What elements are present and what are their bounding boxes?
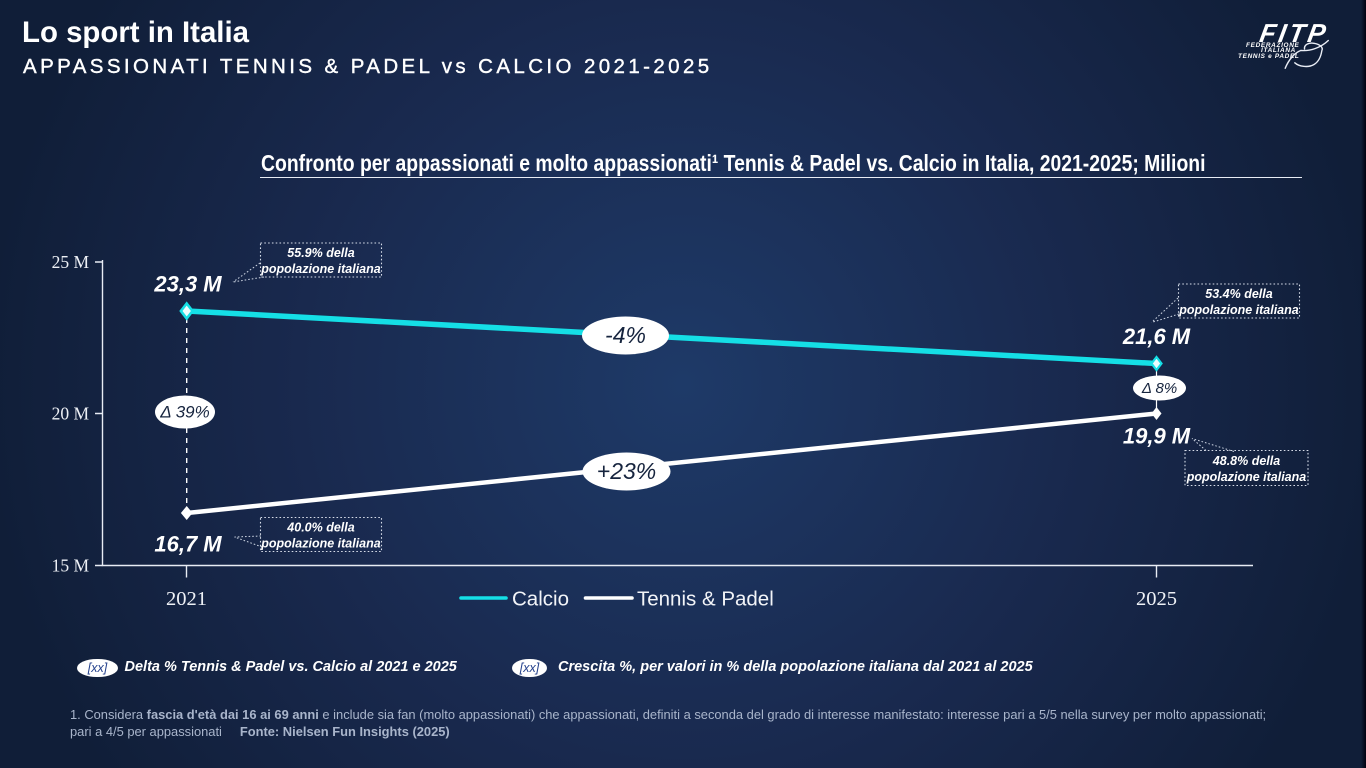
svg-text:20 M: 20 M bbox=[52, 404, 90, 424]
svg-text:-4%: -4% bbox=[605, 322, 646, 348]
svg-text:popolazione italiana: popolazione italiana bbox=[1186, 470, 1307, 484]
svg-text:Δ 39%: Δ 39% bbox=[159, 403, 210, 422]
svg-text:19,9 M: 19,9 M bbox=[1123, 424, 1191, 449]
svg-text:2021: 2021 bbox=[166, 588, 207, 610]
svg-text:Δ 8%: Δ 8% bbox=[1141, 380, 1177, 397]
svg-text:53.4% della: 53.4% della bbox=[1205, 287, 1272, 301]
svg-text:21,6 M: 21,6 M bbox=[1122, 324, 1191, 349]
svg-text:2025: 2025 bbox=[1136, 588, 1177, 610]
svg-text:55.9% della: 55.9% della bbox=[287, 246, 354, 260]
svg-text:15 M: 15 M bbox=[52, 556, 90, 576]
svg-text:Tennis & Padel: Tennis & Padel bbox=[637, 588, 774, 611]
svg-text:popolazione italiana: popolazione italiana bbox=[1178, 303, 1299, 317]
svg-text:40.0% della: 40.0% della bbox=[286, 521, 354, 535]
svg-text:25 M: 25 M bbox=[52, 252, 90, 272]
svg-text:48.8% della: 48.8% della bbox=[1212, 454, 1280, 468]
svg-text:popolazione italiana: popolazione italiana bbox=[260, 262, 381, 276]
svg-text:23,3 M: 23,3 M bbox=[153, 272, 222, 297]
svg-text:popolazione italiana: popolazione italiana bbox=[260, 537, 381, 551]
svg-text:16,7 M: 16,7 M bbox=[154, 532, 222, 557]
svg-text:+23%: +23% bbox=[597, 458, 656, 484]
svg-text:Calcio: Calcio bbox=[512, 588, 569, 611]
